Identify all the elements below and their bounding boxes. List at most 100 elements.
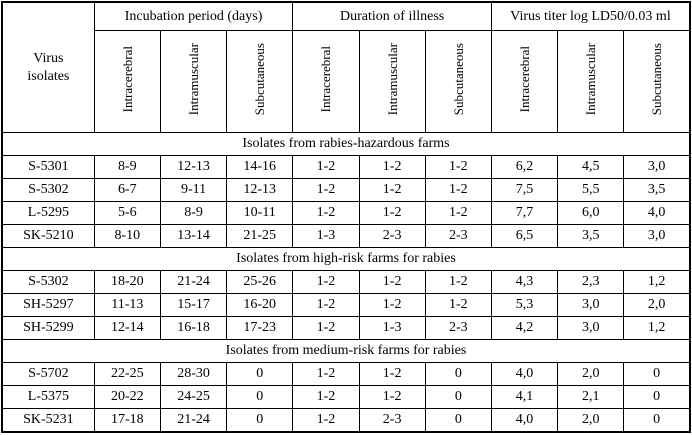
value-cell: 0: [623, 407, 691, 433]
value-cell: 6,2: [490, 155, 559, 180]
value-cell: 1-2: [292, 155, 360, 180]
value-cell: 21-24: [159, 407, 228, 433]
value-cell: 21-25: [226, 224, 294, 249]
value-cell: 16-20: [226, 293, 294, 317]
data-row: S-5301 8-9 12-13 14-16 1-2 1-2 1-2 6,2 4,5 3,0: [1, 155, 691, 180]
value-cell: 1-2: [292, 178, 360, 203]
value-cell: 0: [623, 361, 691, 386]
subcol-label: Intramuscular: [186, 43, 202, 116]
value-cell: 2,0: [557, 361, 625, 386]
subcol-incubation-intramuscular: Intramuscular: [159, 30, 228, 134]
data-row: S-5702 22-25 28-30 0 1-2 1-2 0 4,0 2,0 0: [1, 361, 691, 386]
value-cell: 9-11: [159, 178, 228, 203]
value-cell: 14-16: [226, 155, 294, 180]
value-cell: 25-26: [226, 270, 294, 295]
value-cell: 3,0: [623, 224, 691, 249]
value-cell: 0: [424, 407, 492, 433]
value-cell: 5,3: [490, 293, 559, 317]
isolate-cell: S-5702: [1, 361, 95, 386]
value-cell: 0: [226, 407, 294, 433]
section-row: Isolates from medium-risk farms for rabi…: [1, 338, 691, 363]
group-header-row: Virus isolates Incubation period (days) …: [1, 1, 691, 134]
value-cell: 17-23: [226, 316, 294, 340]
data-row: S-5302 18-20 21-24 25-26 1-2 1-2 1-2 4,3 2,3 1,2: [1, 270, 691, 295]
value-cell: 1-2: [292, 384, 360, 409]
value-cell: 0: [226, 384, 294, 409]
table-body: Isolates from rabies-hazardous farms S-53…: [1, 132, 691, 433]
value-cell: 5,5: [557, 178, 625, 203]
value-cell: 4,3: [490, 270, 559, 295]
value-cell: 1-2: [292, 270, 360, 295]
data-row: S-5302 6-7 9-11 12-13 1-2 1-2 1-2 7,5 5,5 3,5: [1, 178, 691, 203]
value-cell: 24-25: [159, 384, 228, 409]
data-row: SK-5210 8-10 13-14 21-25 1-3 2-3 2-3 6,5 3,5 3,0: [1, 224, 691, 249]
isolate-cell: L-5375: [1, 384, 95, 409]
value-cell: 1-2: [358, 178, 426, 203]
section-title: Isolates from rabies-hazardous farms: [1, 132, 691, 157]
value-cell: 12-13: [159, 155, 228, 180]
value-cell: 1-2: [358, 201, 426, 226]
value-cell: 2,1: [557, 384, 625, 409]
value-cell: 22-25: [93, 361, 161, 386]
value-cell: 1-2: [358, 270, 426, 295]
value-cell: 17-18: [93, 407, 161, 433]
value-cell: 18-20: [93, 270, 161, 295]
value-cell: 2-3: [424, 316, 492, 340]
value-cell: 4,5: [557, 155, 625, 180]
subcol-label: Subcutaneous: [252, 43, 268, 116]
value-cell: 1-2: [424, 270, 492, 295]
isolate-cell: L-5295: [1, 201, 95, 226]
value-cell: 1-2: [292, 316, 360, 340]
value-cell: 1-3: [292, 224, 360, 249]
value-cell: 21-24: [159, 270, 228, 295]
subcol-duration-subcutaneous: Subcutaneous: [424, 30, 492, 134]
value-cell: 13-14: [159, 224, 228, 249]
isolate-cell: SH-5297: [1, 293, 95, 317]
subcol-duration-intracerebral: Intracerebral: [292, 30, 360, 134]
value-cell: 1-2: [358, 361, 426, 386]
value-cell: 1-2: [424, 201, 492, 226]
value-cell: 28-30: [159, 361, 228, 386]
value-cell: 2-3: [358, 407, 426, 433]
subcol-label: Intramuscular: [384, 43, 400, 116]
value-cell: 4,1: [490, 384, 559, 409]
value-cell: 1-2: [292, 361, 360, 386]
value-cell: 6-7: [93, 178, 161, 203]
value-cell: 8-9: [159, 201, 228, 226]
data-row: L-5295 5-6 8-9 10-11 1-2 1-2 1-2 7,7 6,0 4,0: [1, 201, 691, 226]
value-cell: 3,0: [557, 293, 625, 317]
subcol-label: Intracerebral: [318, 46, 334, 113]
subcol-label: Intramuscular: [583, 43, 599, 116]
isolate-cell: SK-5210: [1, 224, 95, 249]
value-cell: 3,0: [557, 316, 625, 340]
subcol-titer-subcutaneous: Subcutaneous: [623, 30, 691, 134]
value-cell: 4,0: [623, 201, 691, 226]
value-cell: 2-3: [358, 224, 426, 249]
table-header-block: Virus isolates Incubation period (days) …: [1, 1, 691, 134]
subcol-duration-intramuscular: Intramuscular: [358, 30, 426, 134]
section-title: Isolates from medium-risk farms for rabi…: [1, 338, 691, 363]
value-cell: 4,0: [490, 361, 559, 386]
subcol-incubation-intracerebral: Intracerebral: [93, 30, 161, 134]
section-row: Isolates from high-risk farms for rabies: [1, 247, 691, 272]
subcol-label: Subcutaneous: [649, 43, 665, 116]
section-row: Isolates from rabies-hazardous farms: [1, 132, 691, 157]
value-cell: 16-18: [159, 316, 228, 340]
value-cell: 1-2: [358, 293, 426, 317]
col-group-incubation-period: Incubation period (days): [93, 1, 294, 32]
section-title: Isolates from high-risk farms for rabies: [1, 247, 691, 272]
isolate-cell: S-5302: [1, 178, 95, 203]
value-cell: 1-2: [358, 384, 426, 409]
col-group-duration-of-illness: Duration of illness: [292, 1, 492, 32]
value-cell: 8-9: [93, 155, 161, 180]
col-group-virus-titer: Virus titer log LD50/0.03 ml: [490, 1, 691, 32]
value-cell: 1-2: [424, 178, 492, 203]
value-cell: 12-13: [226, 178, 294, 203]
value-cell: 2,3: [557, 270, 625, 295]
value-cell: 7,5: [490, 178, 559, 203]
subcol-label: Intracerebral: [517, 46, 532, 113]
subcol-incubation-subcutaneous: Subcutaneous: [226, 30, 294, 134]
value-cell: 1-2: [424, 155, 492, 180]
value-cell: 2,0: [623, 293, 691, 317]
